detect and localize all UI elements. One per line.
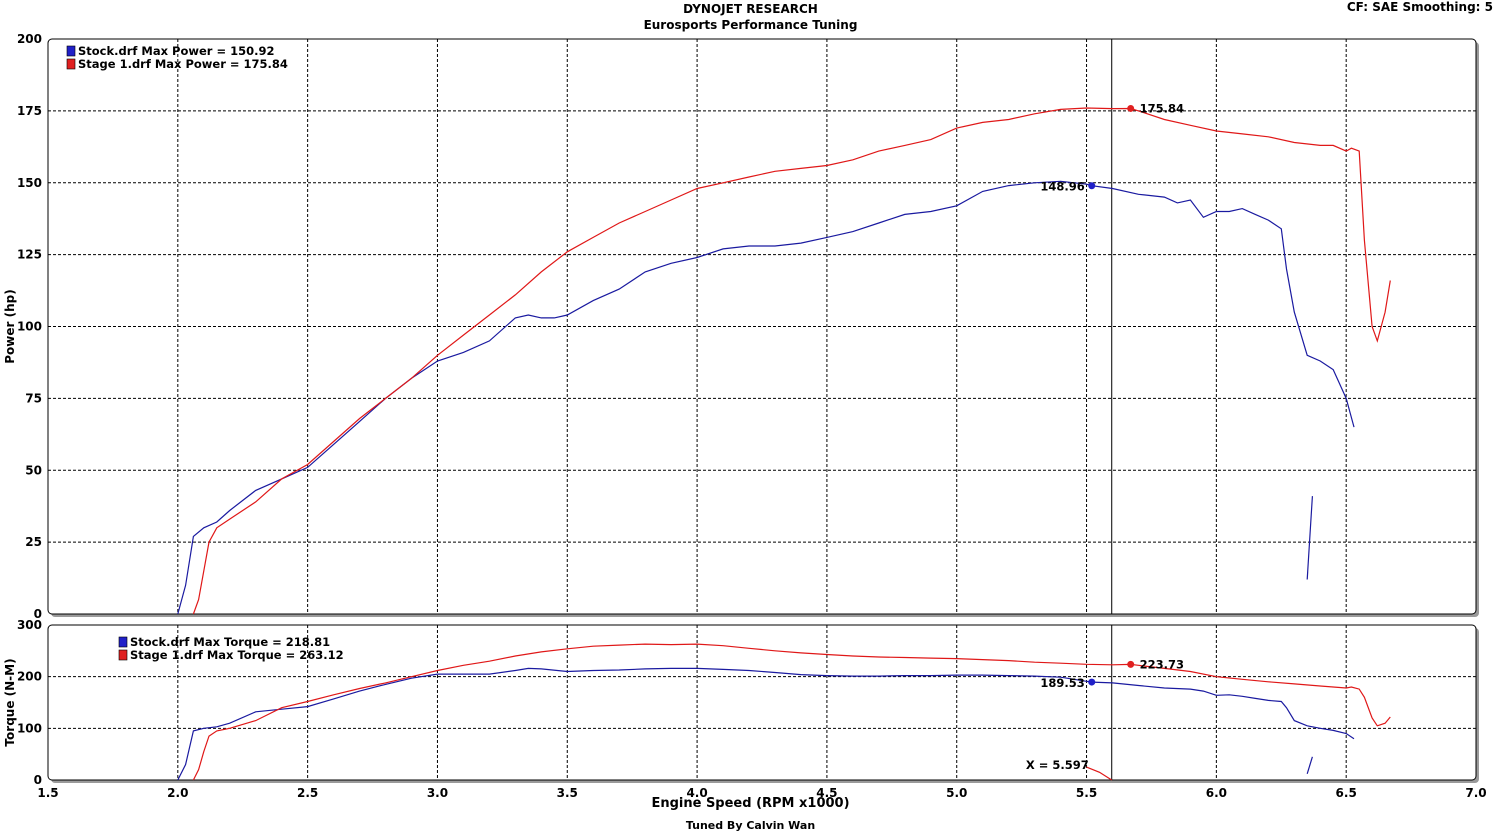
x-tick-label: 4.0: [686, 786, 707, 800]
torque-peak-marker: [1127, 660, 1135, 668]
x-tick-label: 4.5: [816, 786, 837, 800]
torque-y-tick-label: 300: [17, 618, 42, 632]
power-y-tick-label: 150: [17, 176, 42, 190]
power-y-tick-label: 75: [25, 391, 42, 405]
x-tick-label: 1.5: [37, 786, 58, 800]
torque-series-stage1: [1086, 766, 1113, 781]
x-tick-label: 3.0: [427, 786, 448, 800]
power-y-tick-label: 125: [17, 248, 42, 262]
power-peak-label: 175.84: [1140, 101, 1184, 115]
power-y-tick-label: 50: [25, 463, 42, 477]
power-peak-marker: [1127, 104, 1135, 112]
power-legend-entry: Stage 1.drf Max Power = 175.84: [78, 57, 288, 71]
torque-series-stock: [1306, 756, 1313, 774]
torque-legend-entry: Stage 1.drf Max Torque = 263.12: [130, 648, 344, 662]
x-tick-label: 5.0: [946, 786, 967, 800]
power-series-stock: [177, 180, 1355, 615]
x-tick-label: 5.5: [1076, 786, 1097, 800]
torque-y-axis-label: Torque (N-M): [3, 658, 17, 746]
x-tick-label: 2.0: [167, 786, 188, 800]
torque-legend-entry: Stock.drf Max Torque = 218.81: [130, 635, 330, 649]
torque-peak-label: 223.73: [1140, 657, 1184, 671]
torque-y-tick-label: 0: [34, 773, 42, 787]
torque-peak-label: 189.53: [1040, 676, 1084, 690]
x-tick-label: 7.0: [1465, 786, 1486, 800]
power-legend-swatch: [66, 58, 76, 70]
cursor-readout: X = 5.597: [1026, 758, 1089, 772]
power-peak-label: 148.96: [1040, 180, 1084, 194]
x-tick-label: 2.5: [297, 786, 318, 800]
torque-y-tick-label: 200: [17, 670, 42, 684]
x-axis-label: Engine Speed (RPM x1000): [651, 796, 850, 811]
power-y-tick-label: 175: [17, 104, 42, 118]
x-tick-label: 6.5: [1336, 786, 1357, 800]
footer-credit: Tuned By Calvin Wan: [685, 819, 816, 832]
power-panel-frame: [47, 38, 1477, 615]
torque-panel-frame: [47, 624, 1477, 781]
power-legend-entry: Stock.drf Max Power = 150.92: [78, 44, 275, 58]
chart-title: DYNOJET RESEARCH: [683, 2, 818, 16]
power-y-tick-label: 100: [17, 320, 42, 334]
power-legend-swatch: [66, 45, 76, 57]
power-y-tick-label: 0: [34, 607, 42, 621]
torque-legend-swatch: [118, 649, 128, 661]
power-y-tick-label: 200: [17, 32, 42, 46]
cf-smoothing-label: CF: SAE Smoothing: 5: [1346, 0, 1493, 14]
chart-subtitle: Eurosports Performance Tuning: [643, 18, 858, 32]
power-series-stock: [1306, 496, 1313, 580]
torque-peak-marker: [1088, 678, 1096, 686]
torque-series-stage1: [192, 643, 1391, 781]
torque-series-stock: [177, 667, 1355, 781]
torque-legend-swatch: [118, 636, 128, 648]
x-tick-label: 3.5: [557, 786, 578, 800]
power-y-tick-label: 25: [25, 535, 42, 549]
power-peak-marker: [1088, 182, 1096, 190]
power-y-axis-label: Power (hp): [3, 289, 17, 363]
power-series-stage1: [192, 107, 1391, 615]
torque-y-tick-label: 100: [17, 721, 42, 735]
x-tick-label: 6.0: [1206, 786, 1227, 800]
